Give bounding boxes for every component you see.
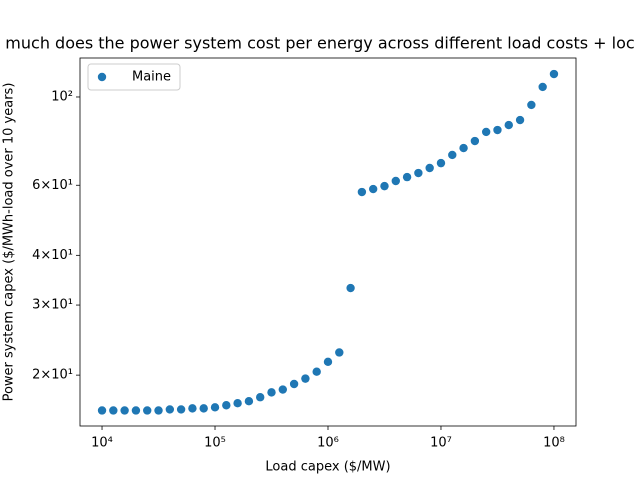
data-point bbox=[504, 120, 513, 130]
data-point bbox=[278, 385, 288, 394]
x-tick-label: 10⁷ bbox=[430, 436, 452, 451]
data-point bbox=[188, 404, 197, 413]
data-point bbox=[244, 396, 254, 406]
data-point bbox=[402, 172, 412, 182]
data-point bbox=[154, 406, 163, 415]
data-point bbox=[448, 150, 457, 160]
legend-marker bbox=[97, 72, 107, 82]
legend-box bbox=[87, 63, 181, 91]
data-point bbox=[131, 406, 141, 415]
data-point bbox=[210, 403, 220, 412]
data-point bbox=[120, 406, 129, 415]
data-point bbox=[425, 163, 434, 173]
data-point bbox=[165, 405, 175, 414]
data-point bbox=[414, 168, 423, 178]
data-point bbox=[176, 405, 186, 414]
data-point bbox=[515, 115, 525, 125]
data-point bbox=[391, 176, 400, 186]
data-point bbox=[459, 143, 468, 153]
data-point bbox=[357, 187, 367, 197]
x-tick-label: 10⁴ bbox=[91, 436, 113, 451]
data-point bbox=[481, 127, 491, 137]
y-tick-label: 4×10¹ bbox=[32, 248, 73, 263]
x-tick-label: 10⁵ bbox=[204, 436, 226, 451]
data-point bbox=[267, 388, 276, 397]
data-point bbox=[233, 399, 242, 408]
data-point bbox=[323, 357, 333, 367]
data-point bbox=[312, 367, 321, 376]
data-point bbox=[199, 404, 208, 413]
chart-title: much does the power system cost per ener… bbox=[5, 34, 634, 53]
data-point bbox=[222, 401, 231, 410]
x-axis-label: Load capex ($/MW) bbox=[265, 460, 390, 475]
data-point bbox=[549, 69, 559, 79]
legend-label: Maine bbox=[132, 70, 171, 85]
y-tick-label: 3×10¹ bbox=[32, 298, 73, 313]
data-point bbox=[368, 184, 378, 194]
x-tick-label: 10⁶ bbox=[317, 436, 339, 451]
data-point bbox=[380, 181, 389, 191]
data-point bbox=[436, 158, 446, 168]
data-point bbox=[538, 82, 547, 92]
x-tick-label: 10⁸ bbox=[543, 436, 565, 451]
data-point bbox=[289, 379, 299, 389]
data-point bbox=[527, 100, 536, 110]
plot-frame bbox=[79, 57, 577, 427]
data-point bbox=[109, 406, 118, 415]
data-point bbox=[346, 283, 355, 293]
y-tick-label: 10² bbox=[51, 89, 73, 104]
y-tick-label: 2×10¹ bbox=[32, 368, 73, 383]
y-tick-label: 6×10¹ bbox=[32, 178, 73, 193]
data-point bbox=[470, 136, 480, 146]
data-point bbox=[256, 393, 265, 402]
data-point bbox=[301, 374, 310, 383]
data-point bbox=[493, 125, 502, 135]
data-point bbox=[97, 406, 107, 415]
data-point bbox=[143, 406, 152, 415]
y-axis-label: Power system capex ($/MWh-load over 10 y… bbox=[2, 83, 17, 402]
data-point bbox=[335, 348, 344, 357]
